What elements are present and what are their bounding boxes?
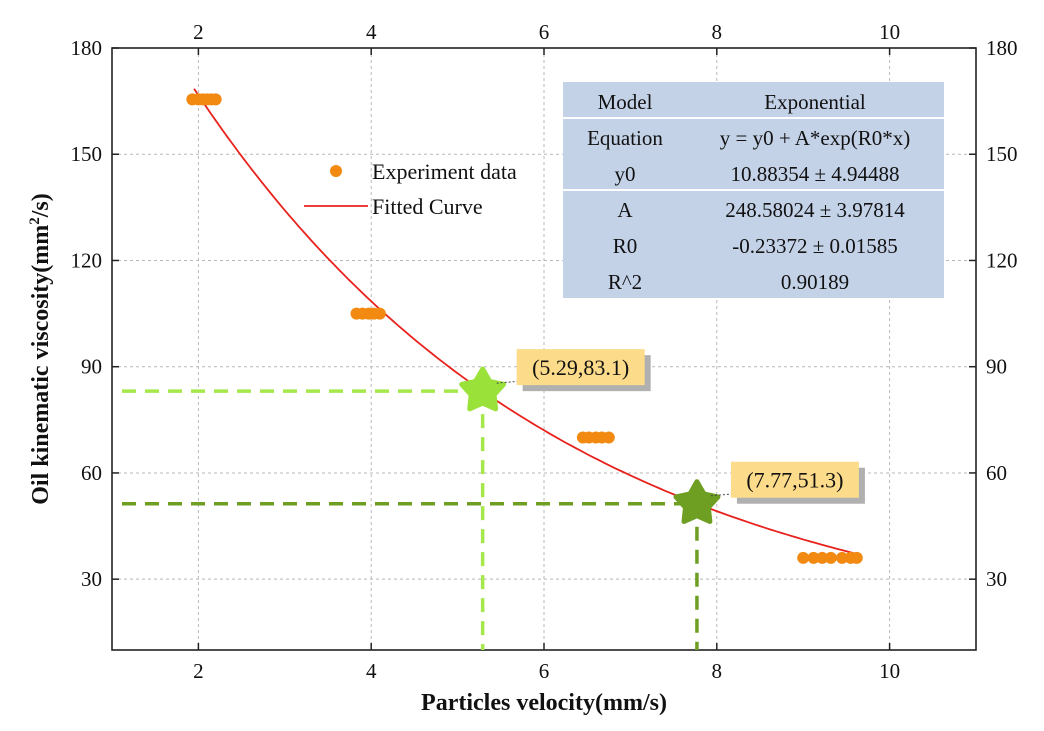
x-tick-label-bottom: 4 <box>366 659 377 683</box>
y-tick-label-right: 60 <box>986 461 1007 485</box>
experiment-data-point <box>807 551 820 564</box>
highlight-guides <box>122 389 699 650</box>
x-tick-label-bottom: 8 <box>712 659 723 683</box>
legend-label-fitted: Fitted Curve <box>372 194 483 219</box>
fit-table-key: R^2 <box>608 270 642 294</box>
experiment-data-point <box>824 551 837 564</box>
highlight-star-marker <box>673 479 721 524</box>
y-axis-title-main: Oil kinematic viscosity(mm <box>28 225 54 505</box>
y-axis-title-superscript: 2 <box>27 217 43 225</box>
fit-table-value: y = y0 + A*exp(R0*x) <box>720 126 911 150</box>
x-tick-label-bottom: 2 <box>193 659 204 683</box>
x-axis-title: Particles velocity(mm/s) <box>421 690 667 716</box>
fit-table-key: y0 <box>615 162 636 186</box>
y-tick-label-left: 120 <box>71 248 103 272</box>
fit-table-value: 248.58024 ± 3.97814 <box>725 198 905 222</box>
experiment-data-point <box>850 551 863 564</box>
y-tick-label-left: 30 <box>81 567 102 591</box>
highlight-markers: (5.29,83.1) (7.77,51.3) <box>459 349 865 524</box>
experiment-data-point <box>602 431 615 444</box>
fit-table-value: -0.23372 ± 0.01585 <box>732 234 898 258</box>
fit-table-value: Exponential <box>764 90 866 114</box>
y-tick-label-right: 120 <box>986 248 1018 272</box>
x-tick-label-top: 8 <box>712 20 723 44</box>
y-tick-label-right: 30 <box>986 567 1007 591</box>
highlight-star-marker <box>459 366 507 412</box>
callout-box <box>730 461 859 498</box>
y-tick-label-right: 180 <box>986 36 1018 60</box>
experiment-data-point <box>373 307 386 320</box>
experiment-data-point <box>816 551 829 564</box>
y-tick-label-left: 90 <box>81 355 102 379</box>
legend-marker-experiment <box>330 165 342 177</box>
fit-table-key: Model <box>598 90 653 114</box>
fit-table-value: 0.90189 <box>781 270 849 294</box>
x-tick-label-top: 6 <box>539 20 550 44</box>
y-tick-label-right: 150 <box>986 142 1018 166</box>
x-tick-label-top: 4 <box>366 20 377 44</box>
experiment-data-point <box>836 551 849 564</box>
fit-table-value: 10.88354 ± 4.94488 <box>730 162 899 186</box>
fit-table-key: Equation <box>587 126 663 150</box>
tick-labels: 2 2 4 4 6 6 8 8 10 10 30 30 60 60 90 90 120 120 150 150 180 1… <box>71 20 1018 683</box>
y-tick-label-left: 180 <box>71 36 103 60</box>
fit-table-key: R0 <box>613 234 638 258</box>
y-tick-label-left: 150 <box>71 142 103 166</box>
legend-label-experiment: Experiment data <box>372 159 517 184</box>
y-tick-label-right: 90 <box>986 355 1007 379</box>
experiment-data-points <box>186 93 863 564</box>
callout-label: (7.77,51.3) <box>746 468 843 493</box>
experiment-data-point <box>209 93 222 106</box>
y-axis-title: Oil kinematic viscosity(mm2/s) <box>27 193 54 504</box>
y-tick-label-left: 60 <box>81 461 102 485</box>
experiment-data-point <box>797 551 810 564</box>
callout-box <box>516 349 645 386</box>
legend: Experiment data Fitted Curve <box>304 159 517 219</box>
x-tick-label-bottom: 10 <box>879 659 900 683</box>
axis-ticks <box>112 47 976 650</box>
x-tick-label-top: 2 <box>193 20 204 44</box>
fit-parameters-table: Model Exponential Equation y = y0 + A*exp(R… <box>563 82 944 298</box>
fitted-curve-line <box>193 88 860 556</box>
y-axis-title-tail: /s) <box>28 193 54 218</box>
callout-label: (5.29,83.1) <box>532 355 629 380</box>
x-tick-label-top: 10 <box>879 20 900 44</box>
x-tick-label-bottom: 6 <box>539 659 550 683</box>
fit-table-key: A <box>617 198 633 222</box>
